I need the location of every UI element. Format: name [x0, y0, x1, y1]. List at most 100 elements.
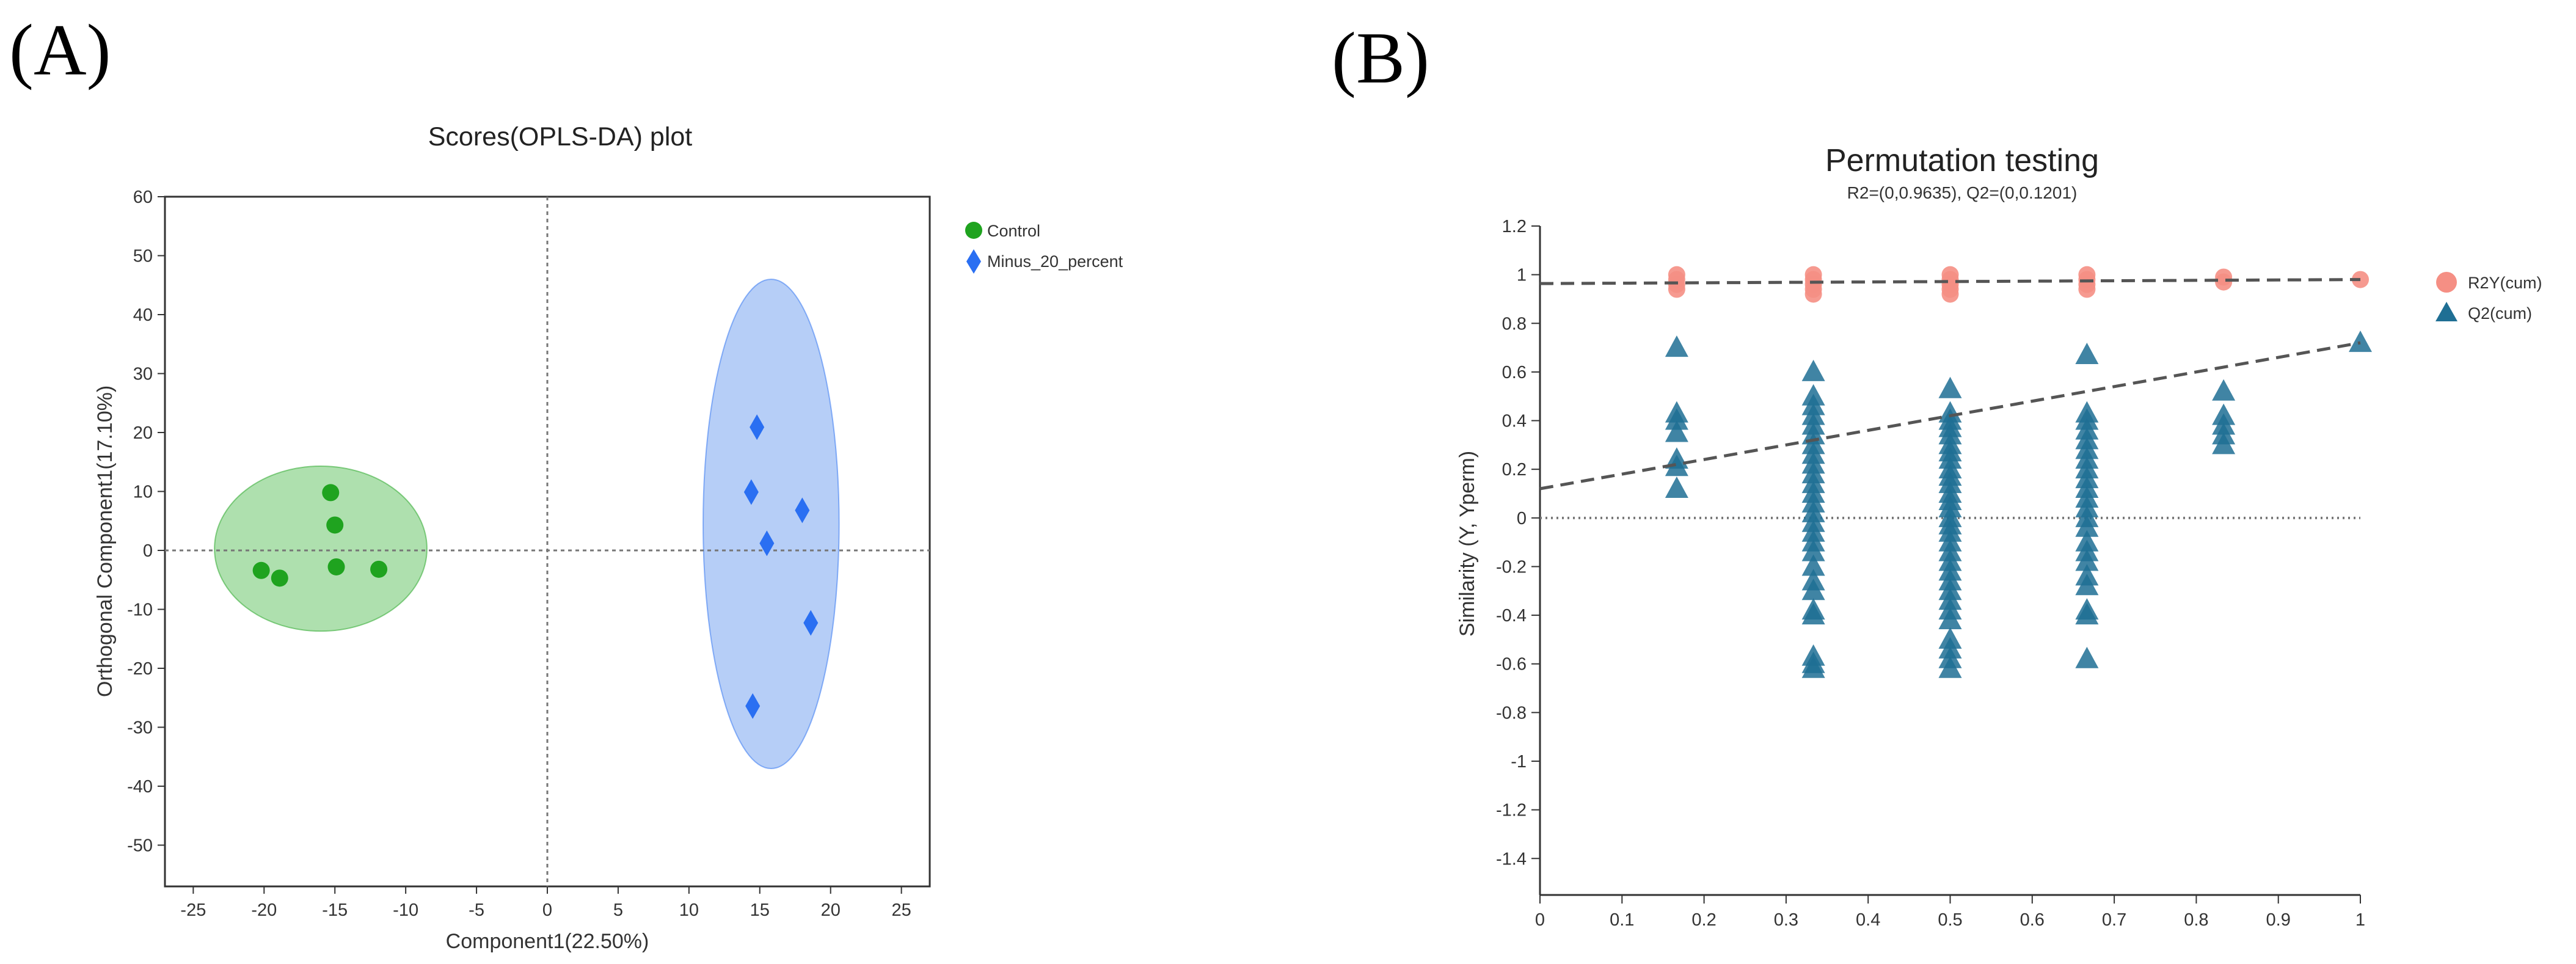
x-tick-label: 5 — [613, 900, 623, 920]
r2y-point — [1668, 280, 1685, 298]
legend-q2-marker — [2436, 302, 2457, 321]
r2y-trend-line — [1539, 278, 2361, 285]
y-tick-label: -1 — [1511, 752, 1527, 772]
y-tick-label: -50 — [127, 836, 153, 855]
x-tick-label: 1 — [2355, 910, 2365, 930]
y-tick-label: -1.4 — [1496, 849, 1527, 869]
x-tick-label: 0.5 — [1938, 910, 1962, 930]
chart-a-legend: Control Minus_20_percent — [965, 222, 1123, 274]
q2-point — [1665, 408, 1688, 430]
chart-b-title: Permutation testing — [1825, 143, 2099, 178]
y-tick-label: -40 — [127, 777, 153, 797]
x-tick-label: -25 — [180, 900, 206, 920]
legend-r2y-label: R2Y(cum) — [2468, 274, 2542, 292]
legend-minus-marker — [966, 249, 981, 274]
x-tick-label: 0.4 — [1856, 910, 1880, 930]
y-tick-label: 1.2 — [1502, 217, 1527, 236]
x-tick-label: 0 — [1535, 910, 1545, 930]
q2-point — [2075, 646, 2099, 668]
x-tick-label: 0.6 — [2020, 910, 2045, 930]
y-tick-label: -0.2 — [1496, 557, 1527, 577]
y-tick-label: 60 — [133, 188, 153, 207]
x-tick-label: 25 — [891, 900, 911, 920]
y-tick-label: 40 — [133, 305, 153, 325]
q2-point — [2075, 574, 2099, 596]
chart-a-ylabel: Orthogonal Component1(17.10%) — [93, 385, 117, 697]
chart-b-legend: R2Y(cum) Q2(cum) — [2436, 272, 2542, 323]
legend-control-label: Control — [987, 222, 1040, 240]
q2-point — [2349, 330, 2372, 352]
legend-minus-label: Minus_20_percent — [987, 252, 1123, 271]
minus-20-percent-point — [759, 530, 775, 557]
x-tick-label: 10 — [679, 900, 699, 920]
y-tick-label: -1.2 — [1496, 801, 1527, 820]
q2-point — [1801, 359, 1825, 381]
legend-control-marker — [965, 222, 982, 239]
y-tick-label: -10 — [127, 600, 153, 619]
confidence-ellipse-minus-20-percent — [702, 279, 840, 770]
q2-point — [1665, 335, 1688, 357]
y-tick-label: 0.8 — [1502, 314, 1527, 334]
r2y-point — [1804, 285, 1822, 303]
y-tick-label: 0 — [1517, 509, 1527, 528]
minus-20-percent-point — [803, 610, 819, 636]
x-tick-label: -20 — [251, 900, 277, 920]
y-tick-label: -0.4 — [1496, 606, 1527, 626]
q2-point — [2212, 379, 2236, 401]
x-tick-label: 0 — [542, 900, 552, 920]
confidence-ellipse-control — [214, 465, 428, 632]
chart-a-title: Scores(OPLS-DA) plot — [428, 122, 693, 152]
x-tick-label: 0.2 — [1691, 910, 1716, 930]
x-tick-label: 15 — [750, 900, 770, 920]
opls-da-score-plot: Scores(OPLS-DA) plot -25 -20 -15 -10 -5 0 5 10 1… — [93, 122, 1123, 953]
x-tick-label: -10 — [393, 900, 418, 920]
r2y-point — [1941, 285, 1959, 303]
control-point — [327, 558, 345, 575]
q2-point — [1801, 603, 1825, 625]
control-point — [326, 516, 344, 534]
control-point — [322, 484, 340, 502]
q2-point — [2075, 549, 2099, 571]
x-tick-label: -5 — [469, 900, 484, 920]
y-tick-label: 20 — [133, 423, 153, 443]
q2-point — [1938, 376, 1962, 398]
x-tick-label: 0.7 — [2102, 910, 2126, 930]
q2-point — [1801, 579, 1825, 601]
minus-20-percent-point — [795, 497, 810, 524]
q2-point — [1665, 420, 1688, 442]
legend-r2y-marker — [2436, 272, 2457, 293]
minus-20-percent-point — [750, 414, 765, 440]
y-tick-label: 1 — [1517, 266, 1527, 285]
permutation-test-plot: Permutation testing R2=(0,0.9635), Q2=(0… — [1456, 143, 2542, 930]
y-tick-label: -0.8 — [1496, 703, 1527, 723]
y-tick-label: 0.2 — [1502, 460, 1527, 480]
q2-point — [2212, 433, 2236, 455]
chart-a-xlabel: Component1(22.50%) — [446, 930, 649, 953]
legend-q2-label: Q2(cum) — [2468, 304, 2532, 323]
x-tick-label: 0.8 — [2184, 910, 2208, 930]
q2-point — [1801, 554, 1825, 576]
q2-point — [1938, 656, 1962, 678]
q2-point — [2075, 515, 2099, 537]
r2y-point — [2215, 273, 2233, 291]
y-tick-label: -0.6 — [1496, 655, 1527, 674]
q2-point — [2075, 603, 2099, 625]
chart-b-ylabel: Similarity (Y, Yperm) — [1456, 451, 1479, 637]
panel-label-a: (A) — [9, 9, 111, 90]
panel-label-b: (B) — [1332, 17, 1429, 98]
control-point — [271, 569, 288, 587]
y-tick-label: 0.6 — [1502, 363, 1527, 382]
q2-point — [1665, 455, 1688, 477]
q2-trend-line — [1539, 341, 2361, 491]
chart-b-subtitle: R2=(0,0.9635), Q2=(0,0.1201) — [1847, 183, 2078, 202]
q2-point — [1665, 477, 1688, 498]
x-tick-label: 20 — [821, 900, 841, 920]
q2-point — [2075, 343, 2099, 365]
control-point — [252, 561, 270, 579]
y-tick-label: 10 — [133, 482, 153, 502]
y-tick-label: 50 — [133, 246, 153, 266]
y-tick-label: 30 — [133, 364, 153, 384]
x-tick-label: -15 — [322, 900, 348, 920]
q2-point — [1801, 539, 1825, 561]
